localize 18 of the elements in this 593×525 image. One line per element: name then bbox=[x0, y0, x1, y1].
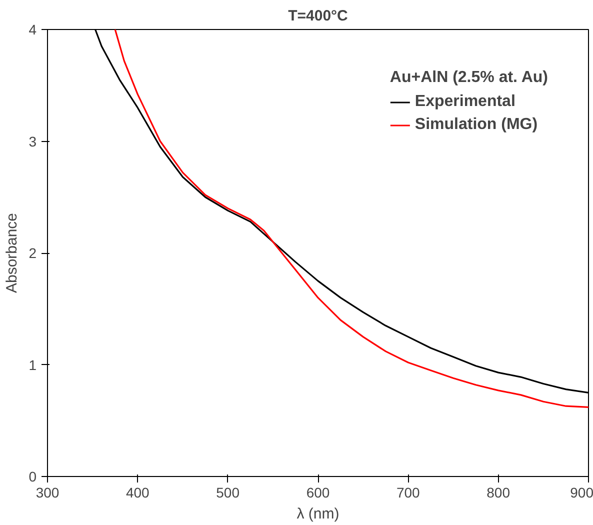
y-axis-title: Absorbance bbox=[4, 212, 21, 294]
x-tick-label: 700 bbox=[396, 484, 420, 500]
x-tick-label: 600 bbox=[306, 484, 330, 500]
x-tick-label: 500 bbox=[216, 484, 240, 500]
x-tick-label: 300 bbox=[36, 484, 60, 500]
x-tick-label: 400 bbox=[126, 484, 150, 500]
legend-label: Simulation (MG) bbox=[414, 116, 538, 134]
legend-title: Au+AlN (2.5% at. Au) bbox=[390, 69, 548, 87]
legend-label: Experimental bbox=[414, 93, 516, 111]
chart-title: T=400°C bbox=[288, 8, 348, 24]
x-axis-title: λ (nm) bbox=[296, 506, 340, 522]
y-tick-label: 2 bbox=[28, 245, 37, 261]
y-tick-label: 3 bbox=[28, 133, 37, 150]
y-tick-label: 4 bbox=[28, 22, 37, 38]
y-tick-label: 1 bbox=[28, 356, 37, 373]
x-tick-label: 900 bbox=[570, 484, 593, 500]
x-tick-label: 800 bbox=[486, 484, 510, 500]
y-tick-label: 0 bbox=[28, 468, 37, 484]
